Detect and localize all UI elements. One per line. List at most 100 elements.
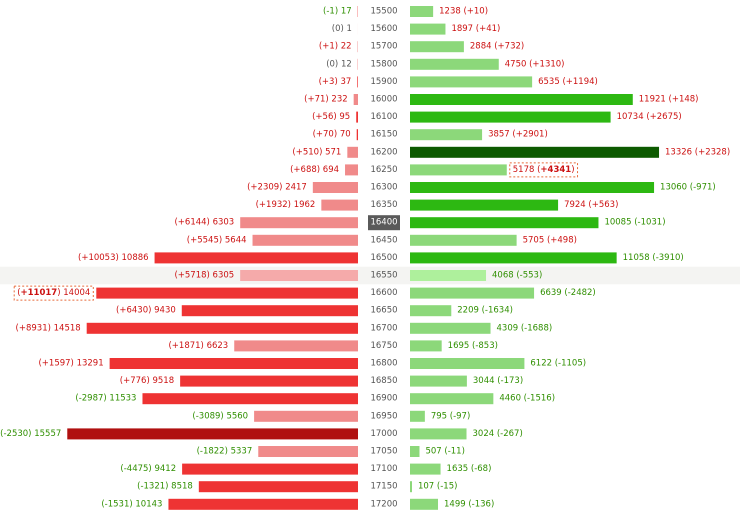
right-bar-15900	[410, 76, 533, 88]
right-bar-15600	[410, 23, 446, 35]
strike-label-15800: 15800	[370, 59, 397, 69]
left-label-17150: (-1321) 8518	[137, 482, 193, 492]
right-label-16000: 11921 (+148)	[639, 95, 699, 105]
left-bar-17100	[182, 463, 358, 475]
right-label-15600: 1897 (+41)	[451, 24, 500, 34]
highlight-row-band	[0, 266, 740, 285]
left-bar-16600	[96, 287, 359, 299]
left-label-16300: (+2309) 2417	[247, 183, 307, 193]
left-bar-16350	[321, 199, 358, 211]
left-label-16150: (+70) 70	[313, 130, 351, 140]
left-bar-16650	[181, 305, 358, 317]
right-label-15700: 2884 (+732)	[470, 42, 524, 52]
strike-label-15700: 15700	[370, 42, 397, 52]
left-highlight-box-16600	[13, 285, 94, 301]
left-label-16650: (+6430) 9430	[116, 306, 176, 316]
left-label-17100: (-4475) 9412	[120, 464, 176, 474]
strike-label-16450: 16450	[370, 235, 397, 245]
right-bar-16800	[410, 358, 525, 369]
right-bar-16150	[410, 129, 483, 141]
left-label-16600: (+11017) 14004	[17, 288, 90, 298]
right-label-15800: 4750 (+1310)	[505, 59, 565, 69]
left-label-16000: (+71) 232	[304, 95, 348, 105]
right-label-16150: 3857 (+2901)	[488, 130, 548, 140]
right-label-16750: 1695 (-853)	[448, 341, 498, 351]
right-label-16100: 10734 (+2675)	[617, 112, 682, 122]
strike-label-16550: 16550	[370, 271, 397, 281]
strike-label-16850: 16850	[370, 376, 397, 386]
left-label-17050: (-1822) 5337	[197, 447, 253, 457]
left-bar-16150	[356, 129, 358, 141]
right-bar-16000	[410, 94, 633, 105]
strike-label-16800: 16800	[370, 359, 397, 369]
left-label-16700: (+8931) 14518	[16, 323, 81, 333]
left-bar-16900	[142, 393, 358, 405]
left-label-16950: (-3089) 5560	[192, 411, 248, 421]
right-label-16200: 13326 (+2328)	[665, 147, 730, 157]
right-bar-16850	[410, 375, 467, 387]
strike-label-16200: 16200	[370, 147, 397, 157]
right-bar-16500	[410, 252, 617, 264]
right-bar-15500	[410, 6, 434, 17]
strike-label-16500: 16500	[370, 253, 397, 263]
left-label-16350: (+1932) 1962	[256, 200, 316, 210]
left-bar-16450	[252, 234, 358, 246]
right-bar-16200	[410, 146, 660, 158]
right-label-17150: 107 (-15)	[418, 482, 457, 492]
strike-label-17000: 17000	[370, 429, 397, 439]
right-label-16900: 4460 (-1516)	[499, 394, 555, 404]
left-label-16550: (+5718) 6305	[174, 271, 234, 281]
right-label-16250: 5178 (+4341)	[513, 165, 575, 175]
right-label-16350: 7924 (+563)	[564, 200, 618, 210]
strike-label-15500: 15500	[370, 7, 397, 17]
right-label-17000: 3024 (-267)	[473, 429, 523, 439]
strike-label-16350: 16350	[370, 200, 397, 210]
left-bar-16100	[356, 111, 358, 123]
strike-label-15600: 15600	[370, 24, 397, 34]
right-label-17200: 1499 (-136)	[444, 499, 494, 509]
left-bar-16400	[240, 217, 358, 229]
right-bar-16900	[410, 393, 494, 405]
right-bar-17050	[410, 446, 420, 457]
right-label-16400: 10085 (-1031)	[604, 218, 665, 228]
right-label-15500: 1238 (+10)	[439, 7, 488, 17]
selected-strike-box	[368, 215, 400, 231]
left-bar-16700	[86, 322, 358, 334]
right-bar-16650	[410, 305, 452, 317]
right-bar-16700	[410, 322, 491, 334]
strike-label-16700: 16700	[370, 323, 397, 333]
left-label-16900: (-2987) 11533	[75, 394, 136, 404]
left-label-16750: (+1871) 6623	[168, 341, 228, 351]
strike-label-17050: 17050	[370, 447, 397, 457]
left-bar-16300	[312, 182, 358, 193]
left-label-17000: (-2530) 15557	[0, 429, 61, 439]
right-label-16500: 11058 (-3910)	[623, 253, 684, 263]
strike-label-16900: 16900	[370, 394, 397, 404]
right-bar-15800	[410, 58, 499, 70]
right-bar-17100	[410, 463, 441, 475]
left-label-16100: (+56) 95	[312, 112, 350, 122]
strike-label-17200: 17200	[370, 499, 397, 509]
strike-label-16950: 16950	[370, 411, 397, 421]
right-label-16550: 4068 (-553)	[492, 271, 542, 281]
right-label-16650: 2209 (-1634)	[457, 306, 513, 316]
right-bar-15700	[410, 41, 464, 53]
left-label-16800: (+1597) 13291	[38, 359, 103, 369]
left-label-15600: (0) 1	[332, 24, 352, 34]
left-label-16400: (+6144) 6303	[174, 218, 234, 228]
left-bar-16800	[109, 358, 358, 369]
right-bar-16300	[410, 182, 655, 193]
right-label-17050: 507 (-11)	[425, 447, 464, 457]
strike-label-16650: 16650	[370, 306, 397, 316]
strike-label-16150: 16150	[370, 130, 397, 140]
right-label-16450: 5705 (+498)	[523, 235, 577, 245]
left-bar-16550	[240, 270, 358, 281]
left-bar-16500	[154, 252, 358, 264]
left-label-16450: (+5545) 5644	[187, 235, 247, 245]
left-bar-15900	[357, 76, 358, 88]
left-bar-16950	[254, 410, 358, 422]
left-bar-16200	[347, 146, 358, 158]
left-label-15800: (0) 12	[326, 59, 352, 69]
left-label-16850: (+776) 9518	[120, 376, 174, 386]
